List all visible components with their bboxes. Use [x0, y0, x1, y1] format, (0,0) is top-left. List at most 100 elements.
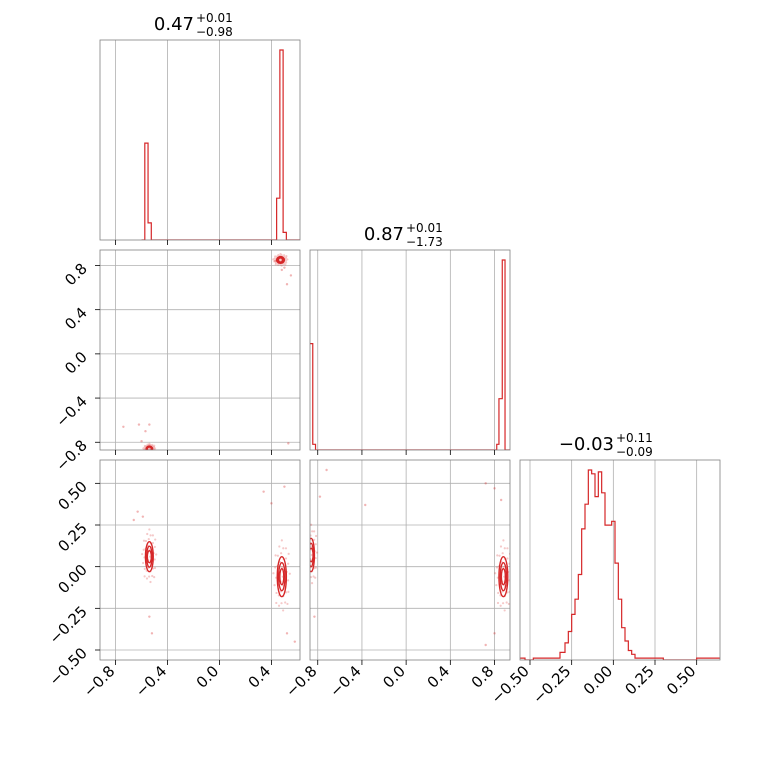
scatter-point: [501, 552, 504, 555]
scatter-point: [153, 566, 157, 570]
scatter-point: [153, 447, 157, 450]
scatter-point: [280, 254, 283, 257]
scatter-point: [315, 551, 319, 554]
scatter-point: [274, 261, 278, 264]
scatter-point: [143, 444, 146, 448]
scatter-point: [293, 640, 297, 643]
density-contour: [145, 545, 153, 568]
scatter-point: [283, 266, 286, 269]
panel-frame: [99, 459, 301, 661]
scatter-point: [142, 539, 146, 542]
scatter-point: [289, 274, 293, 277]
scatter-point: [493, 632, 496, 635]
scatter-point: [277, 253, 280, 257]
scatter-point: [306, 567, 308, 569]
scatter-point: [277, 263, 280, 266]
title-median: −0.03: [559, 434, 614, 455]
scatter-point: [313, 530, 316, 533]
panel-title: −0.03 +0.11−0.09: [559, 431, 653, 459]
scatter-point: [507, 602, 510, 606]
scatter-point: [310, 534, 312, 537]
scatter-point: [495, 566, 499, 569]
x-tick-label: −0.8: [80, 662, 118, 700]
scatter-point: [284, 601, 287, 604]
panel-title: 0.87 +0.01−1.73: [364, 221, 443, 249]
density-contour: [145, 445, 154, 450]
scatter-point: [279, 252, 282, 256]
scatter-point: [144, 430, 147, 433]
scatter-point: [280, 552, 283, 555]
scatter-point: [284, 259, 287, 262]
scatter-point: [503, 609, 506, 612]
scatter-point: [287, 590, 290, 593]
scatter-point: [506, 547, 509, 550]
scatter-point: [497, 591, 500, 595]
scatter-point: [282, 263, 285, 266]
histogram-bin: [605, 525, 608, 660]
scatter-point: [153, 545, 156, 549]
x-tick-label: −0.25: [529, 662, 574, 707]
scatter-point: [283, 485, 286, 488]
scatter-point: [136, 510, 139, 513]
scatter-point: [280, 566, 284, 569]
scatter-point: [498, 554, 501, 557]
scatter-point: [287, 442, 290, 445]
panel-plot-area: [310, 250, 510, 450]
scatter-point: [149, 580, 152, 584]
density-contour: [276, 555, 288, 598]
scatter-point: [146, 443, 149, 446]
scatter-point: [277, 604, 281, 607]
scatter-point: [505, 601, 508, 604]
x-tick-label: 0.0: [379, 662, 409, 692]
scatter-point: [314, 566, 317, 569]
scatter-point: [274, 255, 277, 258]
scatter-point: [282, 547, 285, 550]
scatter-point: [144, 539, 148, 543]
scatter-point: [506, 557, 509, 560]
histogram-panel-2: −0.50−0.25 0.00 0.25 0.50 −0.03 +0.11−0.09: [488, 431, 721, 707]
scatter-point: [273, 257, 276, 260]
x-tick-label: 0.25: [621, 662, 657, 698]
scatter-point: [154, 538, 157, 541]
scatter-point: [148, 528, 151, 531]
scatter-point: [276, 554, 279, 557]
scatter-point: [310, 553, 313, 557]
scatter-point: [312, 575, 315, 578]
scatter-point: [275, 601, 278, 605]
scatter-point: [284, 557, 288, 560]
scatter-point: [314, 556, 317, 560]
scatter-point: [306, 555, 308, 557]
scatter-point: [140, 439, 143, 443]
scatter-point: [310, 523, 313, 526]
panel-plot-area: [100, 460, 300, 660]
scatter-point: [275, 591, 278, 595]
scatter-point: [508, 579, 510, 582]
density-contour: [279, 567, 285, 586]
histogram-bin: [598, 472, 601, 660]
density-contour: [310, 547, 314, 563]
panel-frame: [519, 459, 721, 661]
y-tick-label: −0.4: [52, 392, 90, 430]
title-median: 0.47: [154, 14, 194, 35]
scatter-point: [146, 450, 148, 452]
scatter-point: [502, 539, 505, 542]
title-plus: +0.11: [616, 431, 653, 445]
y-tick-label: −0.25: [46, 602, 91, 647]
scatter-point: [495, 584, 498, 587]
scatter-point: [148, 451, 150, 453]
scatter-point: [280, 264, 283, 267]
density-contour: [310, 537, 316, 573]
scatter-point: [503, 547, 506, 550]
scatter-point: [287, 562, 290, 565]
y-tick-label: 0.8: [61, 260, 91, 290]
x-tick-label: −0.50: [488, 662, 533, 707]
density-contour: [275, 255, 286, 264]
scatter-point: [284, 256, 288, 259]
scatter-panel-2: −0.8 −0.4 0.0 0.4 0.8: [282, 459, 511, 701]
x-tick-label: −0.4: [132, 662, 170, 700]
scatter-point: [151, 541, 155, 545]
title-minus: −0.09: [616, 445, 653, 459]
scatter-point: [122, 425, 125, 428]
density-contour: [498, 555, 509, 598]
